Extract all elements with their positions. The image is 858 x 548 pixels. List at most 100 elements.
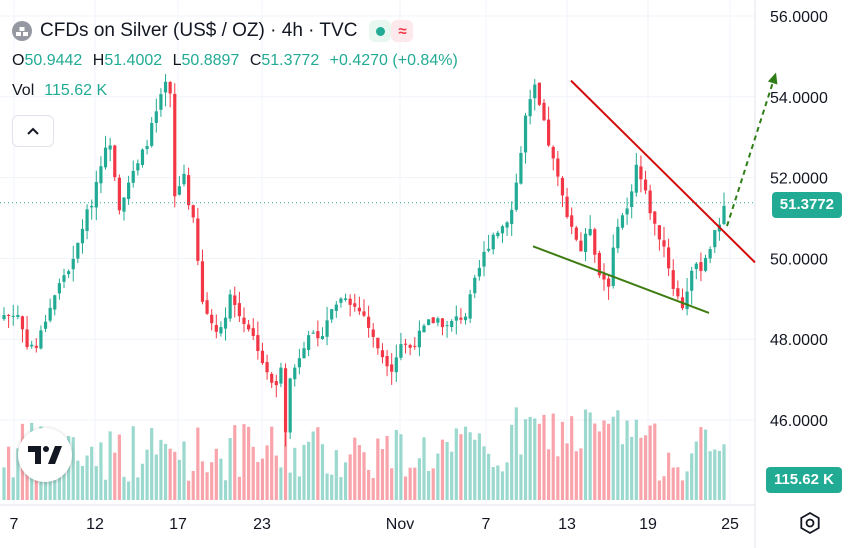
volume-bar <box>473 439 477 500</box>
volume-bar <box>717 450 721 500</box>
candle-body <box>334 304 338 311</box>
volume-bar <box>685 471 689 500</box>
candle-body <box>48 307 52 321</box>
candle-body <box>602 274 606 280</box>
volume-bar <box>722 444 726 500</box>
candle-body <box>514 182 518 210</box>
candle-body <box>648 190 652 214</box>
volume-bar <box>630 436 634 500</box>
candle-body <box>630 191 634 208</box>
volume-bar <box>500 471 505 500</box>
volume-bar <box>163 443 168 500</box>
collapse-legend-button[interactable] <box>12 115 54 147</box>
candle-body <box>482 251 486 267</box>
volume-bar <box>560 421 565 500</box>
volume-bar <box>556 456 560 500</box>
candle-body <box>279 367 283 384</box>
volume-bar <box>334 450 338 500</box>
tradingview-logo[interactable] <box>18 428 72 482</box>
candle-body <box>228 294 232 319</box>
candle-body <box>103 147 108 168</box>
y-tick-label: 48.0000 <box>770 332 828 349</box>
candle-body <box>620 215 625 228</box>
volume-bar <box>385 436 389 500</box>
volume-bar <box>214 448 218 500</box>
volume-bar <box>279 467 283 500</box>
candle-body <box>20 316 25 330</box>
volume-bar <box>505 462 509 500</box>
volume-bar <box>173 451 177 500</box>
volume-bar <box>357 445 361 500</box>
volume-bar <box>187 480 191 500</box>
candle-body <box>247 324 251 330</box>
candle-body <box>357 307 361 312</box>
volume-bar <box>468 432 472 500</box>
candle-body <box>140 149 145 165</box>
candle-body <box>690 270 694 291</box>
y-tick-label: 56.0000 <box>770 9 828 26</box>
volume-bar <box>320 444 325 500</box>
ohlc-legend: O50.9442 H51.4002 L50.8897 C51.3772 +0.4… <box>12 52 464 70</box>
market-status-icon[interactable] <box>369 20 392 42</box>
candle-body <box>671 270 675 289</box>
volume-bar <box>127 481 131 500</box>
volume-bar <box>25 456 29 500</box>
candle-body <box>39 330 43 349</box>
projection-arrow-line <box>726 72 777 227</box>
candle-body <box>477 267 481 277</box>
y-axis[interactable]: 56.0000 54.0000 52.0000 50.0000 48.0000 46.00… <box>770 9 828 430</box>
candle-body <box>436 318 440 323</box>
candle-body <box>43 321 48 329</box>
volume-bar <box>620 444 625 500</box>
volume-bar <box>150 428 154 500</box>
volume-bar <box>85 455 89 500</box>
candle-body <box>154 111 158 124</box>
candle-body <box>67 271 71 275</box>
candle-body <box>607 278 611 287</box>
x-tick-label: 19 <box>639 516 657 533</box>
candle-body <box>187 175 191 206</box>
projection-arrow-head <box>767 72 778 85</box>
volume-bar <box>339 477 343 500</box>
volume-bar <box>228 438 232 500</box>
volume-bar <box>482 446 486 500</box>
high-value: 51.4002 <box>104 52 163 69</box>
open-value: 50.9442 <box>24 52 83 69</box>
volume-key: Vol <box>12 82 35 99</box>
candle-body <box>325 320 329 337</box>
volume-bar <box>593 423 597 500</box>
volume-bar <box>90 446 94 500</box>
candle-body <box>431 317 435 324</box>
volume-bar <box>547 449 551 500</box>
volume-bar <box>247 426 251 500</box>
volume-bar <box>533 418 537 500</box>
candle-body <box>348 298 352 305</box>
volume-bar <box>417 458 421 500</box>
symbol-title: CFDs on Silver (US$ / OZ) · 4h · TVC <box>40 20 358 41</box>
volume-bar <box>131 426 135 500</box>
volume-bar <box>154 454 158 500</box>
candle-body <box>30 344 34 347</box>
candle-body <box>380 350 385 358</box>
candle-body <box>90 205 94 208</box>
volume-bar <box>307 441 311 500</box>
candle-body <box>173 93 177 197</box>
candle-body <box>297 358 301 368</box>
symbol-header[interactable]: CFDs on Silver (US$ / OZ) · 4h · TVC ≈ <box>12 20 414 42</box>
volume-bar <box>390 468 394 500</box>
volume-bar <box>708 451 712 500</box>
candle-body <box>560 177 565 196</box>
candle-body <box>616 226 620 249</box>
settings-icon[interactable] <box>798 511 822 535</box>
wave-icon[interactable]: ≈ <box>391 20 414 42</box>
candle-body <box>385 356 389 367</box>
volume-bar <box>487 453 491 500</box>
candle-body <box>205 300 209 314</box>
x-axis[interactable]: 7 12 17 23 Nov 7 13 19 25 <box>10 516 739 533</box>
candle-body <box>574 227 578 240</box>
candle-body <box>643 179 648 191</box>
volume-bar <box>260 458 265 500</box>
volume-bar <box>519 454 523 500</box>
candle-body <box>491 234 495 250</box>
